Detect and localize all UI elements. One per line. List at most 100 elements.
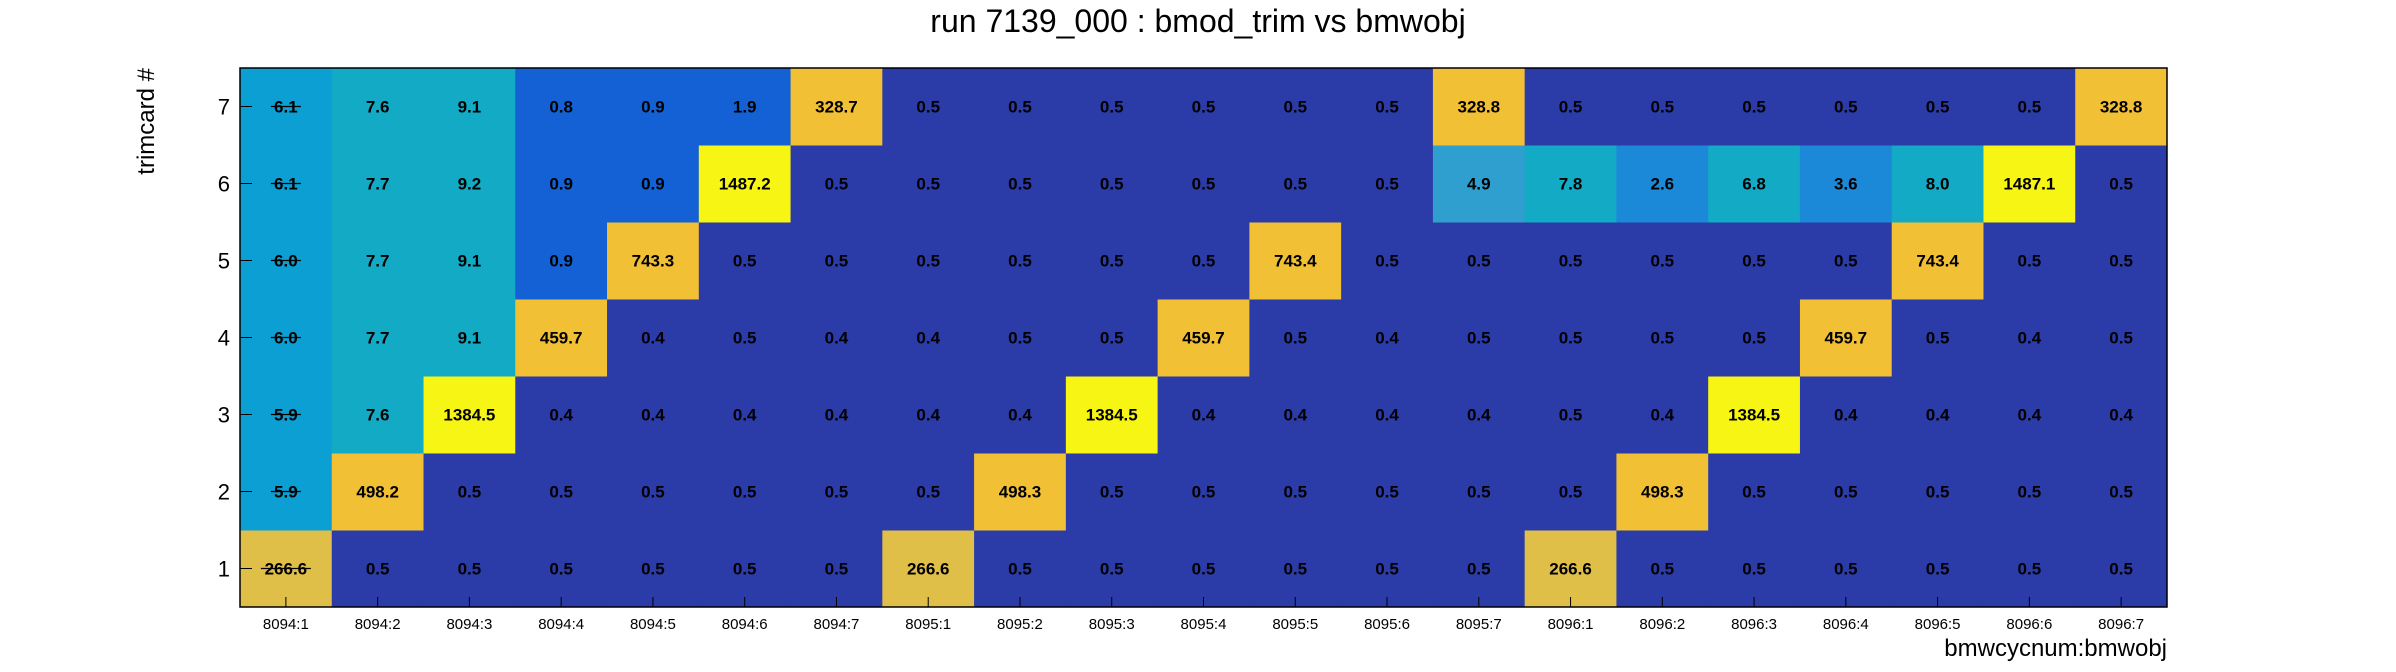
heatmap-cell — [790, 145, 883, 223]
cell-value-label: 0.5 — [1008, 329, 1032, 348]
x-tick-label: 8095:2 — [997, 616, 1043, 633]
cell-value-label: 0.5 — [1192, 483, 1216, 502]
cell-value-label: 266.6 — [907, 560, 950, 579]
cell-value-label: 0.4 — [1650, 406, 1674, 425]
heatmap-cell — [974, 376, 1067, 454]
cell-value-label: 0.5 — [825, 560, 849, 579]
heatmap-cell — [1524, 530, 1617, 608]
heatmap-cell — [423, 145, 516, 223]
heatmap-cell — [698, 68, 792, 146]
cell-value-label: 1.9 — [733, 98, 757, 117]
x-tick-label: 8094:3 — [446, 616, 492, 633]
heatmap-cell — [331, 222, 425, 300]
heatmap-cell — [2075, 376, 2168, 454]
cell-value-label: 0.5 — [1192, 252, 1216, 271]
cell-value-label: 498.3 — [999, 483, 1042, 502]
heatmap-cell — [515, 530, 608, 608]
x-tick-label: 8096:1 — [1548, 616, 1594, 633]
heatmap-cell — [1891, 299, 1984, 377]
heatmap-cell — [1708, 376, 1801, 454]
heatmap-cell — [1708, 68, 1801, 146]
x-axis-ticks: 8094:1 8094:2 8094:3 8094:4 8094:5 8094:6 8094… — [263, 597, 2144, 633]
heatmap-cell — [882, 453, 975, 531]
cell-value-label: 0.5 — [458, 483, 482, 502]
x-tick-label: 8094:1 — [263, 616, 309, 633]
y-tick-label: 4 — [218, 326, 230, 351]
heatmap-cell — [1157, 530, 1250, 608]
cell-value-label: 328.7 — [815, 98, 858, 117]
cell-value-label: 0.4 — [2018, 329, 2042, 348]
cell-value-label: 498.2 — [356, 483, 399, 502]
heatmap-cell — [790, 299, 883, 377]
heatmap-cell — [1524, 145, 1617, 223]
heatmap-cell — [607, 376, 700, 454]
cell-value-label: 0.5 — [1467, 329, 1491, 348]
cell-value-label: 0.5 — [641, 483, 665, 502]
heatmap-cell — [790, 376, 883, 454]
heatmap-cell — [1799, 453, 1893, 531]
cell-value-label: 459.7 — [1825, 329, 1868, 348]
cell-value-label: 9.1 — [458, 252, 482, 271]
cell-value-label: 0.5 — [2109, 329, 2133, 348]
heatmap-cell — [1616, 453, 1709, 531]
heatmap-cell — [515, 222, 608, 300]
heatmap-cell — [1341, 222, 1434, 300]
cell-value-label: 0.5 — [2109, 175, 2133, 194]
heatmap-cell — [1432, 530, 1526, 608]
heatmap-cell — [882, 68, 975, 146]
x-tick-label: 8095:4 — [1181, 616, 1227, 633]
x-tick-label: 8096:7 — [2098, 616, 2144, 633]
cell-value-label: 0.4 — [549, 406, 573, 425]
cell-value-label: 0.5 — [1008, 98, 1032, 117]
cell-value-label: 0.5 — [1100, 483, 1124, 502]
heatmap-cell — [607, 145, 700, 223]
cell-value-label: 0.4 — [2018, 406, 2042, 425]
cell-value-label: 0.5 — [1375, 175, 1399, 194]
heatmap-cell — [2075, 222, 2168, 300]
cell-value-label: 0.5 — [1375, 560, 1399, 579]
x-tick-label: 8094:6 — [722, 616, 768, 633]
heatmap-cell — [974, 68, 1067, 146]
heatmap-cell — [1432, 145, 1526, 223]
heatmap-cell — [423, 299, 516, 377]
cell-value-label: 0.5 — [1283, 560, 1307, 579]
heatmap-cell — [1983, 376, 2076, 454]
cell-value-label: 0.5 — [1926, 329, 1950, 348]
heatmap-cell — [515, 145, 608, 223]
heatmap-cell — [2075, 145, 2168, 223]
cell-value-label: 0.5 — [1559, 406, 1583, 425]
cell-value-label: 0.5 — [1834, 252, 1858, 271]
cell-value-label: 266.6 — [1549, 560, 1592, 579]
heatmap-cell — [974, 530, 1067, 608]
cell-value-label: 0.5 — [1559, 98, 1583, 117]
heatmap-cell — [1432, 68, 1526, 146]
cell-value-label: 0.5 — [1650, 252, 1674, 271]
cell-value-label: 743.4 — [1916, 252, 1959, 271]
cell-value-label: 0.5 — [1834, 98, 1858, 117]
heatmap-cell — [1708, 222, 1801, 300]
cell-value-label: 0.5 — [1742, 560, 1766, 579]
y-tick-label: 6 — [218, 172, 230, 197]
heatmap-cell — [1065, 530, 1159, 608]
heatmap-cell — [1065, 376, 1159, 454]
cell-value-label: 0.5 — [1834, 560, 1858, 579]
heatmap-cell — [1524, 68, 1617, 146]
heatmap-cell — [882, 145, 975, 223]
cell-value-label: 0.9 — [641, 98, 665, 117]
cell-value-label: 0.4 — [1926, 406, 1950, 425]
heatmap-cell — [331, 453, 425, 531]
cell-value-label: 0.5 — [1650, 98, 1674, 117]
cell-value-label: 743.4 — [1274, 252, 1317, 271]
heatmap-cell — [698, 145, 792, 223]
heatmap-cell — [1249, 376, 1342, 454]
heatmap-cell — [1799, 299, 1893, 377]
cell-value-label: 0.4 — [1375, 406, 1399, 425]
cell-value-label: 0.4 — [1834, 406, 1858, 425]
x-tick-label: 8096:4 — [1823, 616, 1869, 633]
heatmap-cell — [515, 376, 608, 454]
cell-value-label: 0.4 — [916, 406, 940, 425]
y-tick-label: 5 — [218, 249, 230, 274]
cell-value-label: 0.5 — [733, 483, 757, 502]
cell-value-label: 0.5 — [1283, 329, 1307, 348]
heatmap-cell — [1341, 453, 1434, 531]
